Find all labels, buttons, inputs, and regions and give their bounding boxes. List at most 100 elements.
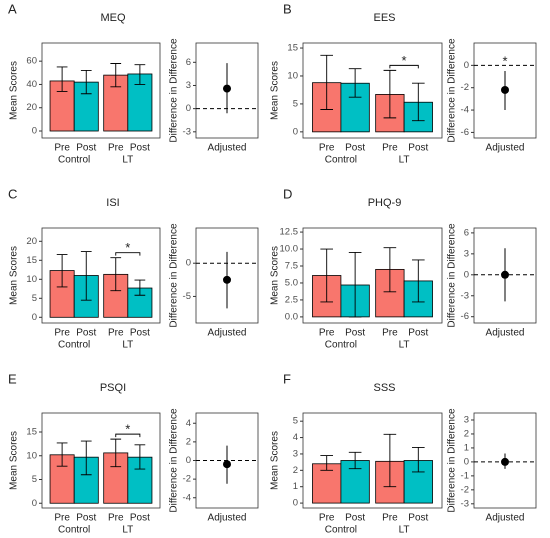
error-bar bbox=[110, 257, 122, 292]
y-tick-label: 15 bbox=[26, 255, 37, 266]
y-tick-label: 1 bbox=[293, 481, 298, 492]
y-tick-label: 20 bbox=[26, 102, 37, 113]
panel-label: E bbox=[8, 371, 17, 386]
y-tick-label: 1 bbox=[464, 442, 469, 453]
x-tick-label: Post bbox=[345, 143, 365, 154]
y-axis-label: Mean Scores bbox=[9, 431, 20, 490]
significance-label: * bbox=[125, 240, 130, 255]
point bbox=[501, 270, 509, 279]
x-tick-label: Pre bbox=[108, 513, 124, 524]
x-tick-label: Post bbox=[345, 513, 365, 524]
y-tick-label: 5 bbox=[32, 293, 37, 304]
point bbox=[223, 460, 231, 469]
error-bar bbox=[411, 259, 425, 303]
y-tick-label: 3 bbox=[186, 80, 191, 91]
y-tick-label: 0 bbox=[293, 498, 298, 509]
error-bar bbox=[320, 455, 334, 471]
y-tick-label: 10 bbox=[26, 274, 37, 285]
y-tick-label: 6 bbox=[186, 57, 191, 68]
y-tick-label: -1 bbox=[461, 470, 469, 481]
y-tick-label: 5.0 bbox=[285, 277, 298, 288]
x-tick-label: Adjusted bbox=[486, 143, 525, 154]
x-tick-label: Adjusted bbox=[208, 328, 247, 339]
x-group-label: Control bbox=[325, 525, 357, 536]
error-bar bbox=[383, 247, 397, 293]
plot-frame bbox=[41, 412, 161, 509]
y-tick-label: 0 bbox=[464, 60, 469, 71]
plot-frame bbox=[302, 227, 443, 324]
y-tick-label: 3 bbox=[464, 415, 469, 426]
x-tick-label: Post bbox=[76, 328, 96, 339]
y-tick-label: -6 bbox=[461, 311, 469, 322]
y-axis-label: Difference in Difference bbox=[447, 223, 458, 328]
x-tick-label: Post bbox=[408, 143, 428, 154]
panel-label: A bbox=[8, 1, 17, 16]
y-tick-label: 3 bbox=[464, 248, 469, 259]
y-tick-label: -2 bbox=[461, 484, 469, 495]
plot-frame bbox=[41, 42, 161, 139]
plot-frame bbox=[473, 412, 537, 509]
x-tick-label: Post bbox=[130, 513, 150, 524]
x-group-label: Control bbox=[325, 340, 357, 351]
x-tick-label: Pre bbox=[54, 328, 70, 339]
y-axis-label: Difference in Difference bbox=[169, 223, 180, 328]
point bbox=[223, 84, 231, 93]
x-tick-label: Pre bbox=[382, 513, 398, 524]
panel-label: B bbox=[283, 1, 292, 16]
x-tick-label: Adjusted bbox=[486, 513, 525, 524]
significance-label: * bbox=[502, 53, 507, 68]
y-tick-label: 6 bbox=[464, 227, 469, 238]
chart-title: SSS bbox=[373, 382, 395, 394]
y-tick-label: 5 bbox=[32, 474, 37, 485]
y-tick-label: -4 bbox=[183, 492, 191, 503]
chart-title: ISI bbox=[106, 197, 119, 209]
error-bar bbox=[411, 82, 425, 122]
panel-label: D bbox=[283, 186, 292, 201]
y-tick-label: 2 bbox=[464, 428, 469, 439]
significance-bracket bbox=[115, 252, 141, 256]
error-bar bbox=[110, 63, 122, 88]
y-axis-label: Difference in Difference bbox=[169, 38, 180, 143]
plot-frame bbox=[41, 227, 161, 324]
y-tick-label: 10.0 bbox=[280, 244, 299, 255]
x-tick-label: Adjusted bbox=[208, 513, 247, 524]
y-tick-label: -3 bbox=[461, 290, 469, 301]
x-tick-label: Post bbox=[345, 328, 365, 339]
y-axis-label: Mean Scores bbox=[9, 246, 20, 305]
y-tick-label: 20 bbox=[26, 236, 37, 247]
error-bar bbox=[56, 254, 68, 288]
error-bar bbox=[80, 251, 92, 301]
x-group-label: LT bbox=[122, 340, 133, 351]
y-tick-label: 15 bbox=[287, 43, 298, 54]
x-tick-label: Pre bbox=[54, 143, 70, 154]
point bbox=[501, 457, 509, 466]
plot-frame bbox=[302, 42, 443, 139]
x-tick-label: Pre bbox=[319, 328, 335, 339]
x-tick-label: Pre bbox=[108, 328, 124, 339]
y-tick-label: 10 bbox=[26, 450, 37, 461]
y-tick-label: 4 bbox=[293, 432, 298, 443]
y-tick-label: 40 bbox=[26, 79, 37, 90]
error-bar bbox=[56, 66, 68, 92]
y-axis-label: Mean Scores bbox=[270, 61, 281, 120]
y-axis-label: Mean Scores bbox=[9, 61, 20, 120]
error-bar bbox=[348, 251, 362, 318]
x-group-label: Control bbox=[325, 155, 357, 166]
plot-frame bbox=[473, 42, 537, 139]
chart-title: PSQI bbox=[100, 382, 126, 394]
error-bar bbox=[411, 446, 425, 473]
x-group-label: LT bbox=[122, 155, 133, 166]
y-tick-label: 12.5 bbox=[280, 227, 299, 238]
y-tick-label: -5 bbox=[183, 291, 191, 302]
y-tick-label: 60 bbox=[26, 56, 37, 67]
x-group-label: Control bbox=[58, 155, 90, 166]
y-tick-label: 15 bbox=[26, 427, 37, 438]
y-tick-label: 4 bbox=[186, 418, 191, 429]
y-tick-label: 7.5 bbox=[285, 261, 298, 272]
y-tick-label: 10 bbox=[287, 70, 298, 81]
x-tick-label: Post bbox=[408, 328, 428, 339]
error-bar bbox=[348, 68, 362, 98]
error-bar bbox=[383, 69, 397, 119]
x-tick-label: Pre bbox=[382, 143, 398, 154]
